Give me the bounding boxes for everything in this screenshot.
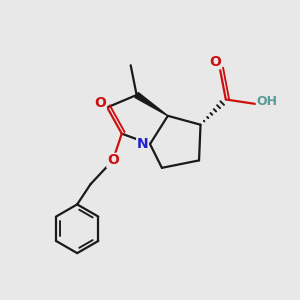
Text: O: O: [94, 96, 106, 110]
Text: O: O: [209, 55, 221, 69]
Text: OH: OH: [256, 95, 277, 108]
Text: N: N: [137, 137, 148, 151]
Polygon shape: [135, 92, 168, 116]
Text: O: O: [107, 153, 119, 167]
